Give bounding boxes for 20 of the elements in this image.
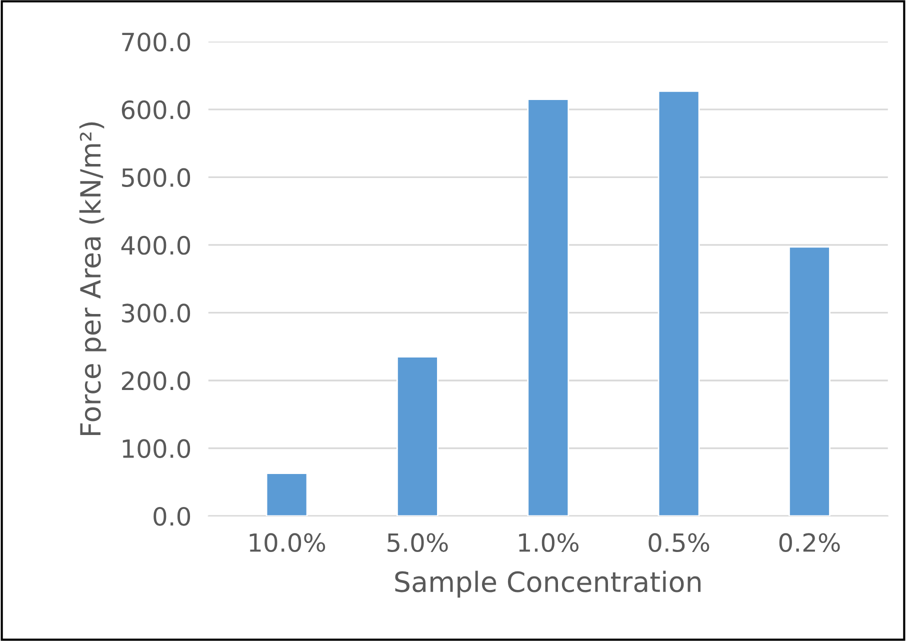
bar: [658, 90, 700, 516]
bar: [527, 98, 570, 516]
y-tick-label: 500.0: [122, 168, 190, 188]
x-tick-label: 1.0%: [519, 533, 579, 552]
y-tick-label: 0.0: [154, 506, 190, 526]
y-tick-label: 600.0: [122, 100, 190, 120]
y-tick-label: 400.0: [121, 236, 190, 255]
y-tick-label: 200.0: [122, 371, 190, 390]
x-tick-label: 5.0%: [388, 533, 448, 552]
bar: [396, 356, 438, 516]
y-tick-label: 100.0: [122, 439, 190, 458]
y-tick-label: 300.0: [122, 304, 190, 323]
x-tick-label: 10.0%: [250, 533, 326, 552]
x-axis-title: Sample Concentration: [395, 570, 701, 598]
x-tick-label: 0.5%: [648, 533, 710, 552]
bar: [266, 472, 308, 516]
y-tick-label: 700.0: [122, 32, 190, 52]
y-axis-title: Force per Area (kN/m²): [79, 122, 106, 435]
x-tick-label: 0.2%: [779, 533, 840, 552]
bar: [788, 246, 830, 516]
